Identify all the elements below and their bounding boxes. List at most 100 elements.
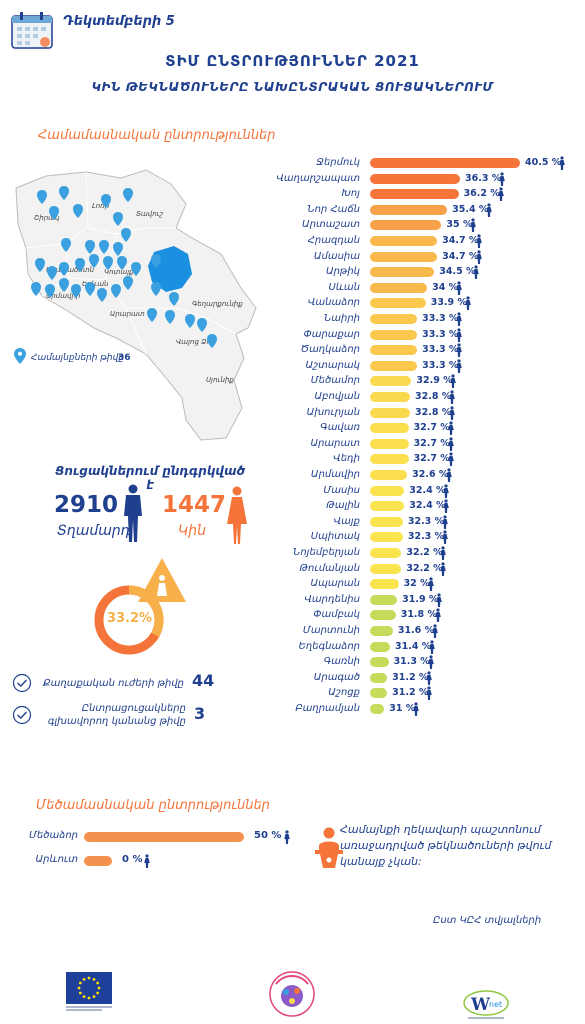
region-label: Արարատ <box>110 310 145 318</box>
woman-figure-icon <box>440 546 447 560</box>
total-candidates-label: Տղամարդ <box>57 523 131 539</box>
chart-row: Արտաշատ 35 % <box>0 218 585 233</box>
community-label: Բաղրամյան <box>295 703 360 714</box>
woman-figure-icon <box>450 374 457 389</box>
community-pin <box>147 308 157 322</box>
majoritarian-note: Համայնքի ղեկավարի պաշտոնում առաջադրված թ… <box>340 823 552 868</box>
community-pin <box>75 258 85 272</box>
community-percent: 35 % <box>446 219 473 231</box>
community-bar <box>370 314 418 324</box>
community-label: Ծաղկաձոր <box>300 344 360 356</box>
majoritarian-percent: 50 % <box>254 830 282 841</box>
chart-row: Վարդենիս 31.9 % <box>0 593 585 607</box>
community-label: Հրազդան <box>307 235 360 246</box>
chart-row: Նոյեմբերյան 32.2 % <box>0 546 585 560</box>
woman-figure-icon <box>144 854 150 868</box>
chart-row: Գառնի 31.3 % <box>0 655 585 670</box>
woman-figure-icon <box>449 405 455 420</box>
community-bar <box>370 532 403 543</box>
community-percent: 31.6 % <box>397 625 435 636</box>
community-bar <box>370 392 410 402</box>
community-pin <box>59 278 69 292</box>
chart-row: Հրազդան 34.7 % <box>0 234 585 248</box>
community-pin <box>185 314 195 328</box>
community-label: Մարտունի <box>302 625 360 636</box>
community-bar <box>370 688 388 699</box>
woman-figure-icon <box>427 577 434 592</box>
woman-figure-icon <box>476 234 482 248</box>
community-pin <box>73 204 83 218</box>
date-label: Դեկտեմբերի 5 <box>63 14 175 29</box>
chart-row: Փարաքար 33.3 % <box>0 327 585 342</box>
chart-row: Նոր Հաճն 35.4 % <box>0 203 585 217</box>
man-icon <box>124 484 142 542</box>
community-percent: 31.9 % <box>402 593 439 605</box>
warning-icon <box>138 558 186 602</box>
map-legend-label: Համայնքների թիվը <box>31 353 125 363</box>
community-label: Գավառ <box>320 422 360 434</box>
community-bar <box>370 610 396 621</box>
community-label: Աշոցք <box>328 687 360 699</box>
community-bar <box>370 563 402 574</box>
woman-figure-icon <box>447 452 454 467</box>
community-label: Վանաձոր <box>307 297 360 309</box>
lists-heading: Ցուցակներում ընդգրկված է <box>55 464 245 492</box>
woman-figure-icon <box>446 468 452 482</box>
community-label: Թումանյան <box>299 562 360 574</box>
chart-row: Արարատ 32.7 % <box>0 437 585 451</box>
community-bar <box>370 173 460 184</box>
community-bar <box>370 516 403 527</box>
community-percent: 31.4 % <box>395 640 432 652</box>
community-percent: 32 % <box>403 578 430 590</box>
page-title: ՏԻՄ ԸՆՏՐՈՒԹՅՈՒՆՆԵՐ 2021 <box>165 52 420 70</box>
woman-figure-icon <box>497 187 504 202</box>
check-icon <box>12 673 32 693</box>
woman-figure-icon <box>429 639 435 654</box>
community-label: Վեդի <box>333 453 360 465</box>
community-bar <box>370 579 399 590</box>
community-percent: 32.2 % <box>406 562 443 574</box>
community-pin <box>49 206 59 220</box>
svg-text:net: net <box>489 1000 502 1009</box>
community-label: Գառնի <box>323 656 360 668</box>
community-percent: 31.2 % <box>392 687 429 699</box>
partner-seal-logo <box>269 971 315 1017</box>
community-label: Արագած <box>313 671 360 683</box>
community-percent: 32.7 % <box>413 453 450 465</box>
community-bar <box>370 220 442 231</box>
community-bar <box>370 470 408 480</box>
chart-row: Մասիս 32.4 % <box>0 483 585 498</box>
community-percent: 40.5 % <box>525 157 562 168</box>
majoritarian-bar <box>84 832 244 842</box>
community-pin <box>85 240 95 254</box>
speaker-podium-icon <box>315 827 343 868</box>
chart-row: Խոյ 36.2 % <box>0 187 585 202</box>
community-percent: 33.3 % <box>422 359 459 371</box>
eu-flag-logo <box>66 972 112 1011</box>
community-bar <box>370 298 426 309</box>
region-label: Կոտայք <box>104 268 134 276</box>
chart-row: Արմավիր 32.6 % <box>0 468 585 482</box>
community-label: Խոյ <box>341 188 360 200</box>
woman-figure-icon <box>442 530 448 545</box>
community-bar <box>370 329 418 340</box>
chart-row: Ջերմուկ 40.5 % <box>0 156 585 170</box>
community-pin <box>31 282 41 296</box>
community-bar <box>370 672 388 683</box>
community-percent: 31 % <box>389 703 416 714</box>
women-share-donut <box>94 585 164 655</box>
majoritarian-bar <box>84 856 112 866</box>
region-label: Երևան <box>82 280 109 288</box>
community-percent: 32.8 % <box>415 406 452 418</box>
community-bar <box>370 267 435 278</box>
women-share-arc <box>94 585 164 655</box>
community-percent: 31.3 % <box>393 656 430 668</box>
community-bar <box>370 454 409 465</box>
political-forces-value: 44 <box>192 671 215 690</box>
woman-figure-icon <box>447 421 454 436</box>
wnet-logo: W net <box>463 990 509 1019</box>
community-bar <box>370 407 410 418</box>
community-bar <box>370 501 405 512</box>
community-label: Մեծամոր <box>310 375 360 387</box>
community-percent: 32.3 % <box>407 515 445 527</box>
